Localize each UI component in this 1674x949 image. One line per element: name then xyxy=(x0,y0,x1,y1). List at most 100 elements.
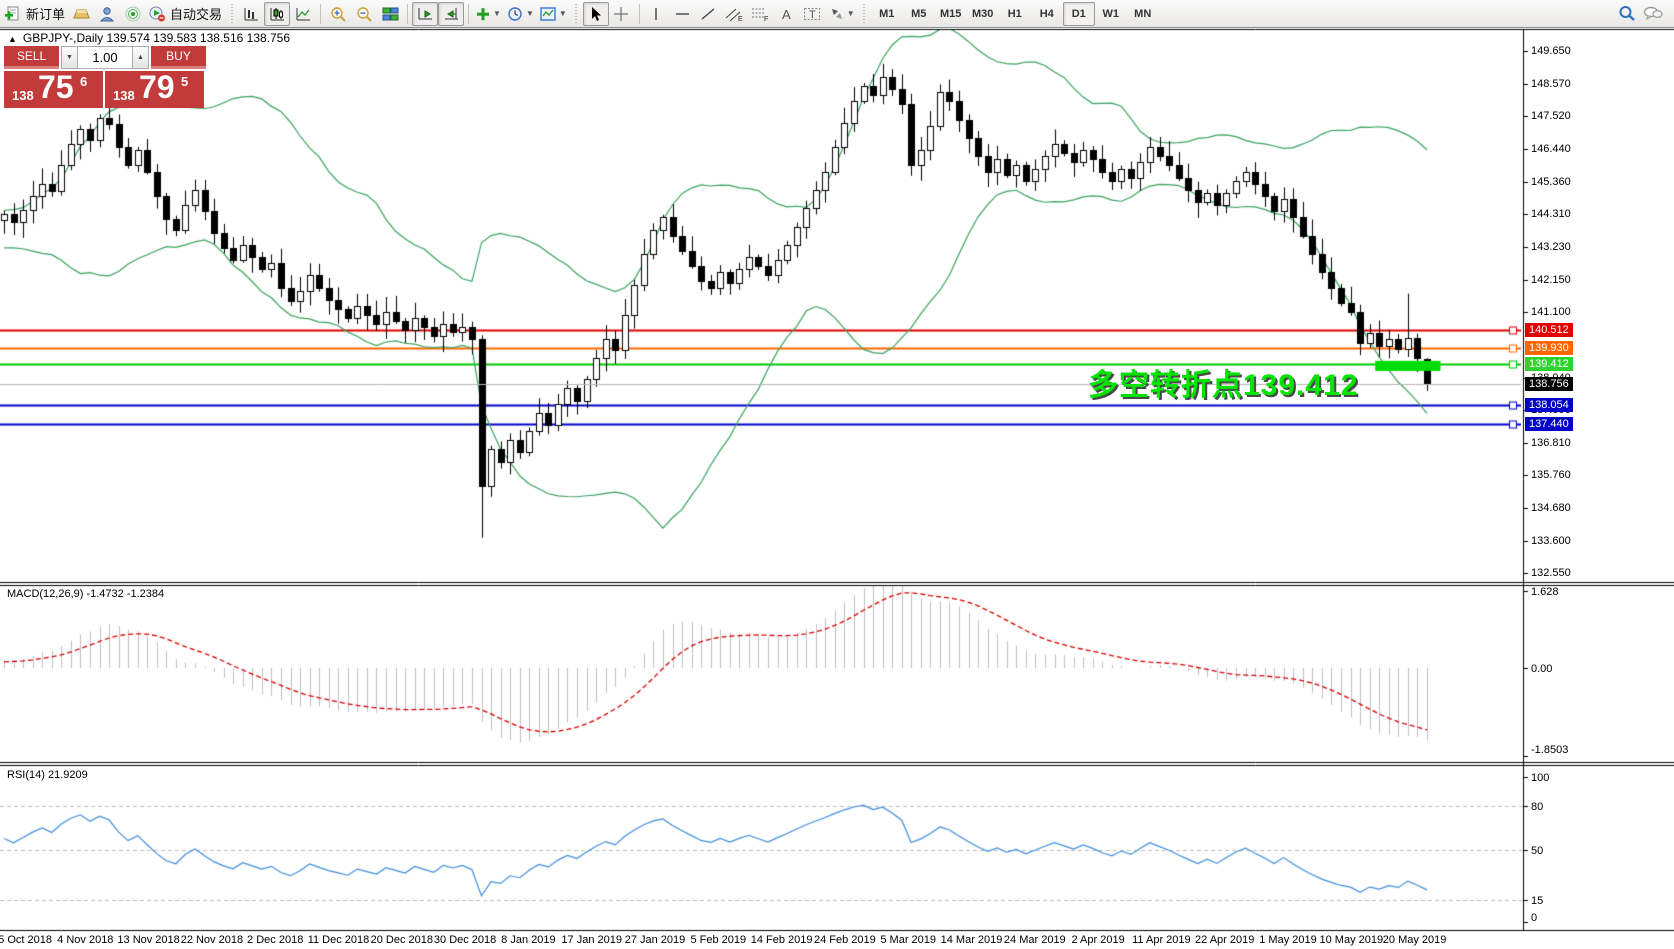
rsi-axis-tick: 15 xyxy=(1531,895,1544,908)
sell-price-pip: 6 xyxy=(80,74,88,89)
template-icon xyxy=(540,6,556,21)
sell-button[interactable]: SELL xyxy=(4,46,59,69)
main-toolbar: 新订单 xyxy=(0,0,1674,28)
autotrade-button[interactable]: 自动交易 xyxy=(146,2,225,26)
vertical-line-icon xyxy=(655,7,657,20)
profile-icon xyxy=(99,6,114,21)
autotrade-icon xyxy=(149,6,166,21)
crosshair-button[interactable] xyxy=(609,2,635,26)
buy-price-prefix: 138 xyxy=(113,88,135,103)
add-indicator-button[interactable]: ▼ xyxy=(473,2,504,26)
date-axis-label: 22 Apr 2019 xyxy=(1195,934,1255,946)
rsi-label: RSI(14) 21.9209 xyxy=(7,769,88,781)
svg-text:A: A xyxy=(782,7,791,22)
timeframe-button-h1[interactable]: H1 xyxy=(1007,7,1022,20)
date-axis-label: 11 Dec 2018 xyxy=(307,934,370,946)
sell-quote[interactable]: 138 75 6 xyxy=(4,69,103,108)
bar-chart-button[interactable] xyxy=(238,2,264,26)
date-axis-label: 8 Jan 2019 xyxy=(501,934,556,946)
price-axis-tick: 146.440 xyxy=(1531,142,1571,155)
search-button[interactable] xyxy=(1614,2,1640,26)
chart-shift-button[interactable] xyxy=(438,1,465,26)
signals-button[interactable] xyxy=(120,2,146,26)
cursor-icon xyxy=(592,6,602,21)
buy-quote[interactable]: 138 79 5 xyxy=(105,69,204,108)
signal-icon xyxy=(125,6,141,21)
text-button[interactable]: A xyxy=(774,2,800,26)
price-tag-138.054[interactable]: 138.054 xyxy=(1525,397,1573,412)
volume-decrease-button[interactable]: ▼ xyxy=(61,46,78,69)
timeframe-button-m5[interactable]: M5 xyxy=(911,7,927,20)
vertical-line-button[interactable] xyxy=(644,2,670,26)
date-axis-label: 27 Jan 2019 xyxy=(624,934,686,946)
date-axis-label: 14 Feb 2019 xyxy=(750,934,813,946)
timeframe-button-d1[interactable]: D1 xyxy=(1062,1,1095,26)
price-tag-140.512[interactable]: 140.512 xyxy=(1525,322,1573,337)
timeframe-button-m30[interactable]: M30 xyxy=(972,7,994,20)
timeframe-button-m15[interactable]: M15 xyxy=(940,7,962,20)
svg-text:F: F xyxy=(764,16,768,22)
profile-button[interactable] xyxy=(94,2,120,26)
timeframe-button-mn[interactable]: MN xyxy=(1134,7,1152,20)
add-indicator-icon xyxy=(477,7,490,20)
timeframe-button-m1[interactable]: M1 xyxy=(879,7,895,20)
gold-bar-icon xyxy=(72,9,90,18)
date-axis-label: 10 May 2019 xyxy=(1319,934,1384,946)
date-axis-label: 5 Feb 2019 xyxy=(690,934,747,946)
templates-button[interactable]: ▼ xyxy=(537,2,570,26)
rsi-axis-tick: 80 xyxy=(1531,801,1544,813)
tile-windows-button[interactable] xyxy=(377,2,403,26)
arrows-button[interactable]: ▼ xyxy=(826,2,858,26)
one-click-collapse-icon[interactable]: ▲ xyxy=(8,34,17,44)
fibonacci-button[interactable]: F xyxy=(748,2,774,26)
chat-icon xyxy=(1643,6,1663,21)
trendline-icon xyxy=(701,7,715,20)
price-axis-tick: 133.600 xyxy=(1531,534,1571,547)
chat-button[interactable] xyxy=(1640,2,1666,26)
crosshair-icon xyxy=(614,6,629,21)
volume-increase-button[interactable]: ▲ xyxy=(132,46,149,69)
price-tag-137.440[interactable]: 137.440 xyxy=(1525,416,1573,431)
rsi-axis-tick: 100 xyxy=(1531,772,1550,784)
candlestick-button[interactable] xyxy=(264,1,291,26)
line-chart-icon xyxy=(296,7,310,20)
new-order-icon xyxy=(5,6,19,20)
price-tag-139.412[interactable]: 139.412 xyxy=(1525,356,1573,371)
pivot-annotation[interactable]: 多空转折点139.412 xyxy=(1088,369,1359,402)
price-tag-139.930[interactable]: 139.930 xyxy=(1525,340,1573,355)
zoom-out-button[interactable] xyxy=(351,2,377,26)
channel-button[interactable]: E xyxy=(722,2,748,26)
metaeditor-button[interactable] xyxy=(68,2,94,26)
new-order-button[interactable]: 新订单 xyxy=(2,2,68,26)
toolbar-grip xyxy=(573,3,579,24)
chart-shift-icon xyxy=(444,7,458,19)
rsi-axis-tick: 50 xyxy=(1531,844,1544,857)
search-icon xyxy=(1619,6,1635,21)
timeframe-button-h4[interactable]: H4 xyxy=(1039,7,1054,20)
volume-input[interactable] xyxy=(78,46,132,69)
periods-button[interactable]: ▼ xyxy=(504,2,537,26)
auto-scroll-button[interactable] xyxy=(412,1,439,26)
timeframe-button-w1[interactable]: W1 xyxy=(1102,7,1119,20)
sell-price-prefix: 138 xyxy=(12,88,34,103)
date-axis-label: 24 Mar 2019 xyxy=(1003,934,1066,946)
toolbar-separator xyxy=(638,3,640,24)
price-axis-tick: 145.360 xyxy=(1531,175,1571,188)
text-label-button[interactable]: T xyxy=(800,2,826,26)
date-axis-label: 4 Nov 2018 xyxy=(57,934,114,946)
zoom-in-button[interactable] xyxy=(325,2,351,26)
cursor-button[interactable] xyxy=(582,1,609,26)
buy-button[interactable]: BUY xyxy=(151,46,206,69)
line-chart-button[interactable] xyxy=(290,2,316,26)
macd-axis-tick: 1.628 xyxy=(1531,585,1559,598)
price-axis-tick: 148.570 xyxy=(1531,77,1571,90)
horizontal-line-button[interactable] xyxy=(670,2,696,26)
trendline-button[interactable] xyxy=(696,2,722,26)
zoom-in-icon xyxy=(330,6,346,22)
text-icon: A xyxy=(782,7,791,22)
new-order-label: 新订单 xyxy=(26,7,66,22)
toolbar-separator xyxy=(468,3,470,24)
date-axis-label: 20 Dec 2018 xyxy=(370,934,433,946)
buy-price-pip: 5 xyxy=(181,74,189,89)
